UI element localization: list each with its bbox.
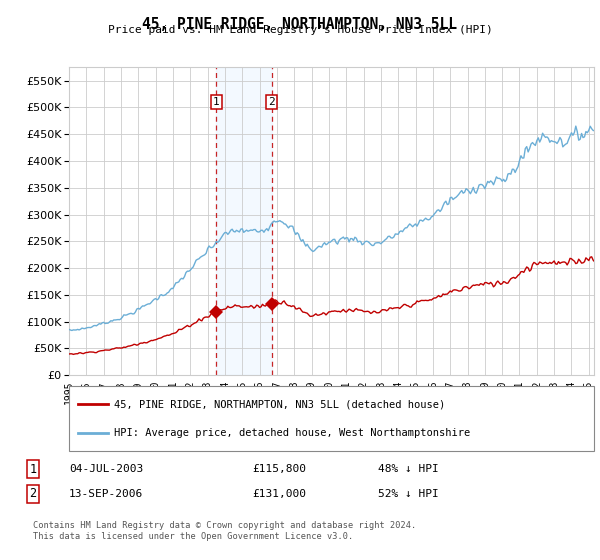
Bar [217, 67, 272, 375]
Text: 13-SEP-2006: 13-SEP-2006 [69, 489, 143, 499]
Text: Price paid vs. HM Land Registry's House Price Index (HPI): Price paid vs. HM Land Registry's House … [107, 25, 493, 35]
Text: 52% ↓ HPI: 52% ↓ HPI [378, 489, 439, 499]
Text: 2: 2 [268, 97, 275, 107]
Text: 2: 2 [29, 487, 37, 501]
Text: £115,800: £115,800 [252, 464, 306, 474]
Text: 48% ↓ HPI: 48% ↓ HPI [378, 464, 439, 474]
Text: Contains HM Land Registry data © Crown copyright and database right 2024.
This d: Contains HM Land Registry data © Crown c… [33, 521, 416, 540]
Text: 1: 1 [213, 97, 220, 107]
Text: £131,000: £131,000 [252, 489, 306, 499]
Text: 1: 1 [29, 463, 37, 476]
Text: HPI: Average price, detached house, West Northamptonshire: HPI: Average price, detached house, West… [114, 428, 470, 438]
Text: 45, PINE RIDGE, NORTHAMPTON, NN3 5LL: 45, PINE RIDGE, NORTHAMPTON, NN3 5LL [143, 17, 458, 32]
Text: 45, PINE RIDGE, NORTHAMPTON, NN3 5LL (detached house): 45, PINE RIDGE, NORTHAMPTON, NN3 5LL (de… [114, 399, 445, 409]
Text: 04-JUL-2003: 04-JUL-2003 [69, 464, 143, 474]
